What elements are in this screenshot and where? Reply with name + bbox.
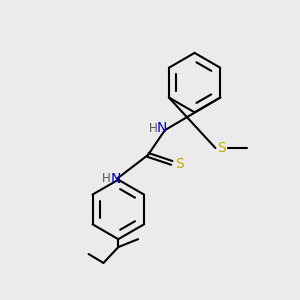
Text: N: N bbox=[157, 121, 167, 135]
Text: S: S bbox=[175, 157, 184, 171]
Text: H: H bbox=[102, 172, 111, 185]
Text: H: H bbox=[148, 122, 157, 135]
Text: N: N bbox=[110, 172, 121, 186]
Text: S: S bbox=[217, 141, 226, 155]
